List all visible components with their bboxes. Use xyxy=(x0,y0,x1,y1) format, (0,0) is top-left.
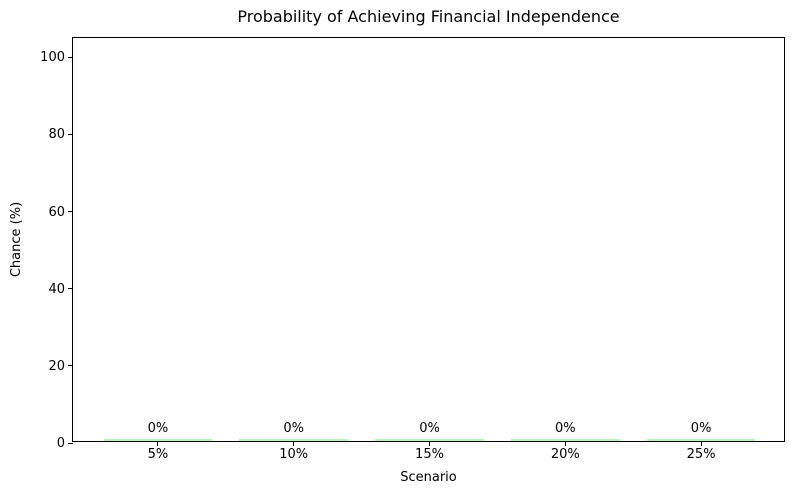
x-tick-label: 10% xyxy=(279,447,309,462)
x-tick-mark xyxy=(700,441,702,446)
bar xyxy=(103,439,213,441)
x-tick-mark xyxy=(293,441,295,446)
bar-value-label: 0% xyxy=(283,421,304,436)
y-tick-mark xyxy=(68,133,73,135)
y-tick-mark xyxy=(68,211,73,213)
x-tick-mark xyxy=(564,441,566,446)
y-tick-mark xyxy=(68,56,73,58)
bar xyxy=(510,439,620,441)
x-tick-mark xyxy=(157,441,159,446)
y-tick-label: 60 xyxy=(48,204,65,220)
plot-area: 0 20 40 60 80 100 5% 0% 10% 0% 15% 0% 20% 0% 25% 0% xyxy=(40,37,785,461)
y-tick-mark xyxy=(68,365,73,367)
y-tick-label: 100 xyxy=(40,50,65,66)
bar-value-label: 0% xyxy=(690,421,712,436)
bar xyxy=(239,439,348,441)
y-tick-label: 80 xyxy=(48,127,65,143)
y-tick-mark xyxy=(68,288,73,290)
x-axis-label: Scenario xyxy=(400,470,457,485)
x-tick-mark xyxy=(429,441,430,446)
x-tick-label: 25% xyxy=(686,447,716,462)
bar-value-label: 0% xyxy=(419,421,440,436)
y-axis-label: Chance (%) xyxy=(0,37,34,442)
bar-value-label: 0% xyxy=(147,421,169,436)
y-tick-label: 20 xyxy=(48,358,65,374)
bar xyxy=(375,439,484,441)
y-tick-label: 0 xyxy=(56,436,65,451)
x-tick-label: 20% xyxy=(550,447,580,462)
x-tick-label: 5% xyxy=(147,447,169,462)
x-tick-label: 15% xyxy=(415,447,444,462)
bar xyxy=(646,439,756,441)
bar-value-label: 0% xyxy=(554,421,576,436)
y-tick-label: 40 xyxy=(48,281,65,297)
y-tick-mark xyxy=(68,442,73,444)
chart-title: Probability of Achieving Financial Indep… xyxy=(237,7,620,26)
